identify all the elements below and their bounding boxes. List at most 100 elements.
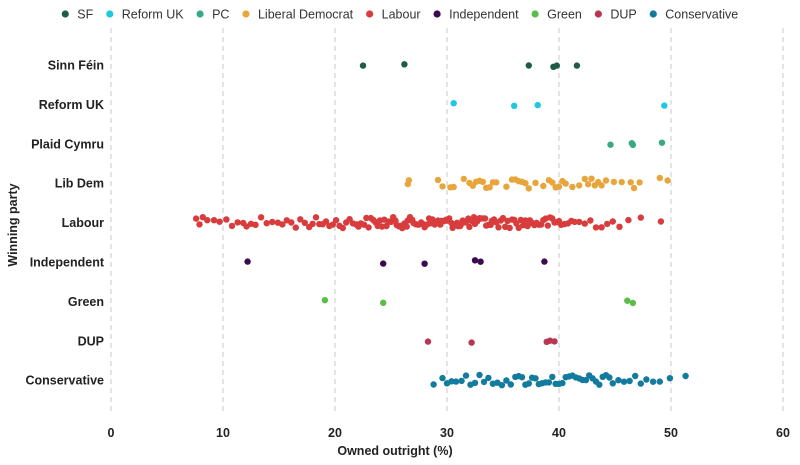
data-point: [596, 381, 603, 388]
data-point: [534, 101, 541, 109]
data-point: [532, 179, 539, 186]
data-point: [618, 178, 625, 186]
data-point: [329, 221, 336, 228]
data-point: [452, 378, 460, 385]
data-point: [434, 176, 442, 184]
data-point: [403, 223, 410, 230]
y-axis-title: Winning party: [6, 183, 20, 266]
legend-item: SF: [61, 8, 94, 22]
data-point: [476, 371, 483, 379]
legend-item: PC: [196, 8, 229, 22]
data-point: [292, 224, 299, 231]
legend-marker: [366, 10, 374, 18]
data-point: [421, 260, 428, 267]
data-point: [545, 379, 553, 386]
data-point: [562, 180, 569, 187]
data-point: [553, 62, 560, 69]
legend-label: Liberal Democrat: [258, 8, 354, 22]
data-point: [664, 177, 671, 184]
legend-marker: [433, 10, 441, 18]
data-point: [549, 179, 556, 186]
data-point: [581, 220, 588, 227]
legend-item: Liberal Democrat: [242, 8, 354, 22]
data-point: [555, 183, 563, 190]
data-point: [321, 297, 329, 304]
legend-item: Conservative: [649, 8, 738, 22]
data-point: [629, 141, 637, 149]
category-label: Independent: [30, 256, 105, 270]
x-tick-50: 50: [664, 426, 678, 440]
data-point: [626, 377, 633, 385]
x-tick-20: 20: [328, 426, 342, 440]
legend-label: SF: [77, 8, 93, 22]
x-tick-60: 60: [776, 426, 790, 440]
data-point: [450, 183, 457, 191]
data-point: [630, 184, 638, 192]
data-point: [624, 297, 631, 304]
x-tick-30: 30: [440, 426, 454, 440]
data-point: [507, 381, 514, 388]
data-point: [471, 379, 479, 387]
category-label: Green: [68, 295, 104, 309]
data-point: [518, 374, 526, 381]
category-label: Lib Dem: [55, 177, 104, 191]
data-point: [380, 260, 387, 267]
data-point: [604, 220, 611, 228]
data-point: [204, 217, 211, 224]
data-point: [493, 179, 500, 186]
legend-label: Independent: [449, 8, 519, 22]
data-point: [598, 224, 605, 231]
data-point: [602, 177, 610, 184]
data-point: [610, 178, 618, 186]
data-point: [661, 102, 668, 109]
data-point: [544, 222, 551, 229]
category-label: Sinn Féin: [48, 59, 104, 73]
data-point: [629, 299, 637, 307]
data-point: [503, 377, 510, 384]
data-point: [573, 62, 581, 69]
data-point: [196, 221, 203, 228]
data-point: [666, 375, 674, 382]
data-point: [312, 214, 320, 221]
data-point: [223, 216, 230, 223]
data-point: [559, 379, 566, 387]
category-label: Reform UK: [39, 98, 104, 112]
data-point: [380, 299, 387, 306]
data-point: [649, 378, 657, 385]
legend-item: Independent: [433, 8, 519, 22]
data-point: [588, 175, 595, 182]
data-point: [609, 218, 616, 225]
data-point: [481, 215, 489, 222]
data-point: [498, 382, 506, 389]
legend-item: Green: [531, 8, 582, 22]
data-point: [466, 223, 473, 231]
legend-marker: [531, 10, 539, 18]
data-point: [430, 381, 437, 388]
x-tick-0: 0: [108, 426, 115, 440]
data-point: [424, 338, 432, 345]
legend-item: Labour: [366, 8, 421, 22]
data-point: [636, 179, 643, 186]
data-point: [576, 182, 583, 189]
x-tick-40: 40: [552, 426, 566, 440]
data-point: [541, 258, 548, 265]
data-point: [576, 218, 583, 226]
data-point: [332, 217, 340, 224]
legend: SF Reform UK PC Liberal Democrat Labour Indep…: [61, 8, 738, 22]
data-point: [297, 216, 304, 223]
data-point: [643, 376, 650, 383]
data-point: [581, 175, 588, 183]
data-point: [479, 178, 486, 185]
data-point: [571, 218, 578, 226]
legend-marker: [242, 10, 250, 18]
data-point: [216, 218, 223, 225]
data-point: [632, 372, 639, 380]
data-point: [506, 224, 513, 232]
data-point: [458, 377, 465, 385]
data-point: [609, 380, 616, 387]
data-point: [252, 221, 259, 228]
data-point: [524, 222, 531, 230]
data-point: [480, 378, 488, 386]
data-point: [551, 338, 558, 345]
data-point: [309, 220, 316, 227]
